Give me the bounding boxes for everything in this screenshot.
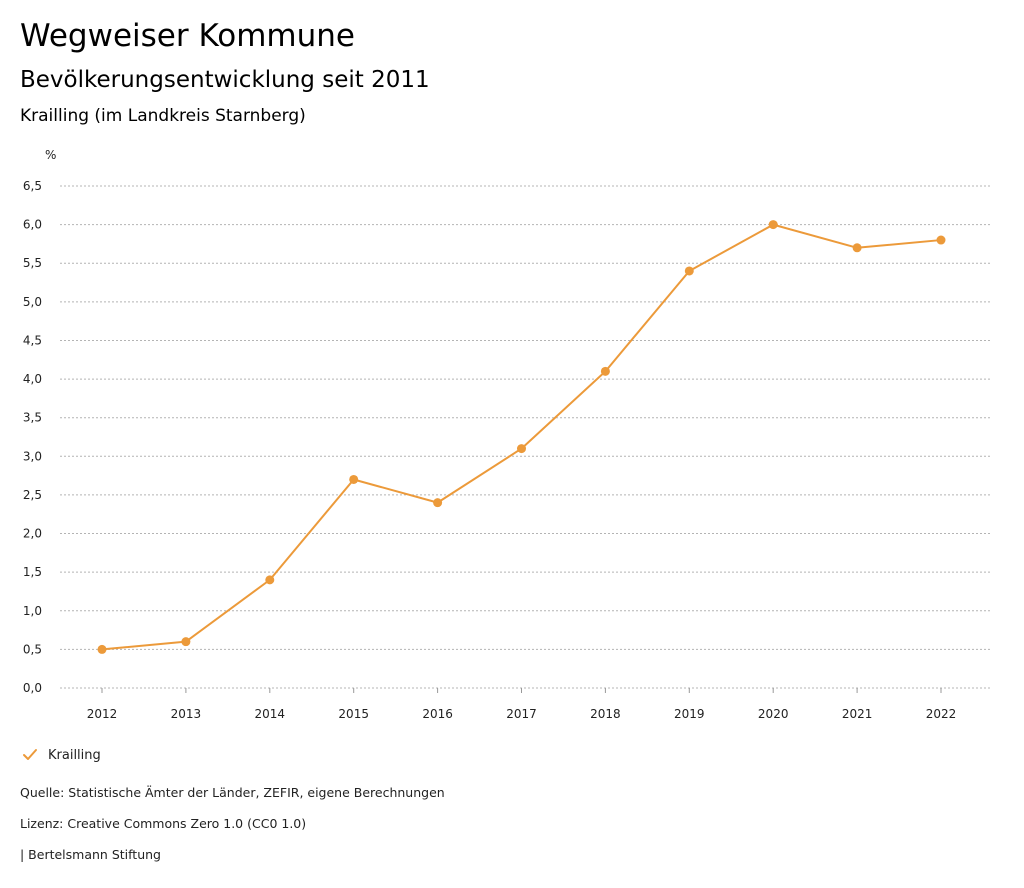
data-point — [97, 644, 107, 654]
y-tick-label: 1,5 — [23, 565, 42, 579]
x-tick-label: 2019 — [674, 707, 705, 721]
legend-item[interactable]: Krailling — [22, 744, 101, 766]
y-tick-label: 4,5 — [23, 333, 42, 347]
x-tick-label: 2020 — [758, 707, 789, 721]
x-tick-label: 2022 — [926, 707, 957, 721]
x-tick-label: 2021 — [842, 707, 873, 721]
y-tick-label: 5,0 — [23, 295, 42, 309]
x-tick-label: 2014 — [255, 707, 286, 721]
y-tick-label: 3,0 — [23, 449, 42, 463]
data-point — [684, 266, 694, 276]
x-tick-label: 2013 — [171, 707, 202, 721]
y-tick-label: 2,0 — [23, 527, 42, 541]
license-text: Lizenz: Creative Commons Zero 1.0 (CC0 1… — [20, 816, 307, 831]
data-point — [433, 498, 443, 508]
data-point — [265, 575, 275, 585]
chart-subtitle: Bevölkerungsentwicklung seit 2011 — [20, 67, 430, 93]
data-point — [349, 474, 359, 484]
data-point — [517, 444, 526, 454]
region-label: Krailling (im Landkreis Starnberg) — [20, 106, 306, 126]
y-tick-label: 1,0 — [23, 604, 42, 618]
data-point — [852, 243, 862, 253]
data-point — [768, 220, 778, 230]
y-tick-label: 0,5 — [23, 642, 42, 656]
y-tick-label: 3,5 — [23, 411, 42, 425]
x-tick-label: 2018 — [590, 707, 621, 721]
y-tick-label: 6,5 — [23, 179, 42, 193]
y-tick-label: 0,0 — [23, 681, 42, 695]
y-axis-label: % — [45, 148, 56, 162]
line-chart: % 0,0 0,5 1,0 1,5 2,0 2,5 3,0 3,5 4,0 4,5 5,0 5,5 6,0… — [23, 148, 991, 721]
data-point — [936, 235, 946, 245]
x-tick-label: 2016 — [422, 707, 453, 721]
y-tick-label: 6,0 — [23, 218, 42, 232]
y-tick-label: 2,5 — [23, 488, 42, 502]
publisher-text: | Bertelsmann Stiftung — [20, 847, 161, 862]
data-point — [181, 637, 191, 647]
legend-label: Krailling — [48, 747, 101, 763]
series-line — [101, 223, 942, 651]
data-point — [600, 366, 610, 376]
check-icon — [23, 749, 37, 760]
page-title: Wegweiser Kommune — [20, 18, 355, 54]
x-tick-label: 2012 — [87, 707, 118, 721]
y-tick-label: 4,0 — [23, 372, 42, 386]
x-tick-label: 2015 — [338, 707, 369, 721]
x-tick-label: 2017 — [506, 707, 537, 721]
source-text: Quelle: Statistische Ämter der Länder, Z… — [20, 785, 445, 800]
y-tick-label: 5,5 — [23, 256, 42, 270]
